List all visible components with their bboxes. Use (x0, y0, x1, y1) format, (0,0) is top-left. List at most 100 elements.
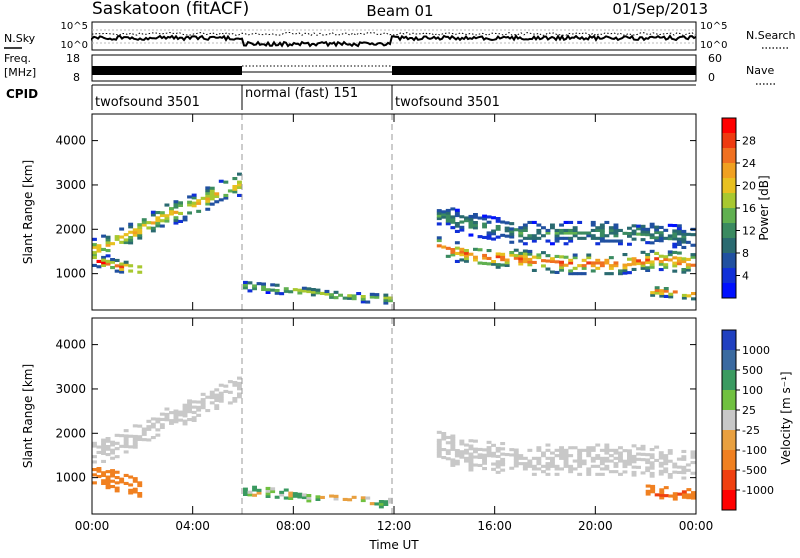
velocity-cell (681, 468, 687, 472)
power-cell (550, 223, 555, 227)
power-cell (595, 261, 601, 265)
velocity-cell (513, 451, 519, 455)
power-cell (681, 240, 687, 244)
velocity-cell (360, 496, 366, 500)
power-cell (191, 193, 197, 197)
power-cell (270, 283, 276, 287)
power-cell (599, 226, 605, 230)
power-cell (599, 236, 605, 240)
power-cell (173, 221, 179, 225)
power-cell (554, 236, 560, 240)
power-cell (146, 226, 152, 230)
velocity-cell (495, 446, 501, 450)
velocity-cell (101, 471, 106, 475)
velocity-cell (686, 496, 692, 500)
power-cell (114, 264, 120, 268)
power-cell (243, 286, 248, 290)
velocity-cell (658, 469, 664, 473)
colorbar-swatch (722, 268, 736, 284)
power-cell (527, 263, 533, 267)
power-cell (459, 228, 465, 232)
power-cell (595, 258, 601, 262)
power-cell (659, 294, 665, 298)
velocity-cell (659, 493, 665, 497)
power-cell (92, 243, 97, 247)
power-cell (101, 255, 106, 259)
power-cell (654, 288, 660, 292)
power-cell (223, 193, 229, 197)
power-cell (310, 293, 316, 297)
velocity-cell (383, 500, 389, 504)
velocity-cell (182, 422, 188, 426)
power-cell (445, 219, 451, 223)
power-cell (114, 269, 120, 273)
velocity-cell (649, 461, 655, 465)
power-cell (645, 227, 651, 231)
power-cell (191, 204, 197, 208)
velocity-cell (114, 455, 120, 459)
power-cell (581, 264, 587, 268)
power-cell (640, 264, 646, 268)
power-cell (627, 234, 632, 238)
velocity-cell (150, 425, 156, 429)
power-cell (173, 205, 179, 209)
power-cell (613, 228, 619, 232)
velocity-cell (513, 448, 519, 452)
power-cell (232, 190, 238, 194)
power-cell (590, 261, 596, 265)
noise-search-trace (91, 31, 696, 37)
velocity-cell (123, 481, 129, 485)
velocity-cell (649, 448, 655, 452)
velocity-cell (283, 496, 289, 500)
power-cell (531, 255, 537, 259)
power-cell (436, 217, 442, 221)
velocity-cell (110, 440, 115, 444)
power-cell (595, 242, 601, 246)
velocity-cell (132, 440, 138, 444)
colorbar-swatch (722, 470, 736, 491)
velocity-cell (613, 448, 619, 452)
velocity-cell (191, 405, 197, 409)
velocity-cell (599, 467, 605, 471)
velocity-cell (640, 447, 646, 451)
velocity-cell (649, 464, 655, 468)
velocity-cell (604, 459, 610, 463)
velocity-cell (595, 443, 601, 447)
velocity-cell (96, 467, 102, 471)
power-cell (590, 228, 596, 232)
velocity-cell (182, 419, 188, 423)
power-cell (214, 194, 220, 198)
power-cell (568, 261, 574, 265)
velocity-cell (101, 481, 106, 485)
nave-tick-low: 0 (708, 71, 715, 84)
velocity-cell (297, 492, 303, 496)
velocity-cell (545, 443, 551, 447)
power-cell (608, 256, 614, 260)
velocity-cell (550, 451, 555, 455)
power-cell (513, 228, 519, 232)
power-cell (631, 229, 637, 233)
velocity-cell (196, 405, 202, 409)
power-cell (265, 290, 271, 294)
power-cell (577, 220, 583, 224)
velocity-cell (645, 492, 651, 496)
frequency-tick-low: 8 (73, 71, 80, 84)
noise-sky-line (91, 34, 697, 48)
velocity-cell (209, 401, 215, 405)
power-cell (232, 185, 238, 189)
power-cell (572, 266, 578, 270)
velocity-cell (640, 458, 646, 462)
velocity-cell (270, 487, 276, 491)
power-cell (459, 247, 465, 251)
power-cell (110, 266, 115, 270)
velocity-cell (209, 393, 215, 397)
time-x-axis-label: Time UT (368, 538, 419, 552)
power-cell (436, 236, 442, 240)
velocity-cell (667, 475, 673, 479)
velocity-cell (541, 454, 546, 458)
velocity-cell (631, 470, 637, 474)
velocity-cell (572, 467, 578, 471)
power-cell (473, 221, 478, 225)
power-cell (329, 295, 334, 299)
velocity-cell (527, 459, 533, 463)
